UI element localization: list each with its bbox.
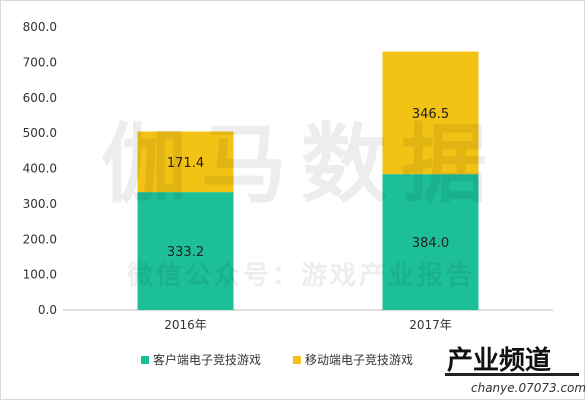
- data-label: 346.5: [412, 107, 449, 122]
- data-label: 384.0: [412, 236, 449, 251]
- watermark: 伽马数据 微信公众号：游戏产业报告: [101, 115, 501, 291]
- bar-segment: [137, 131, 234, 193]
- y-tick-label: 500.0: [23, 126, 57, 140]
- logo-underline: [445, 373, 579, 376]
- axis-layer: 0.0 100.0 200.0 300.0 400.0 500.0 600.0 700.0 80…: [23, 20, 553, 332]
- logo-text: 产业频道: [447, 345, 551, 376]
- y-tick-label: 400.0: [23, 162, 57, 176]
- y-tick-label: 200.0: [23, 232, 57, 246]
- data-label: 333.2: [167, 245, 204, 260]
- legend-swatch: [141, 356, 149, 364]
- y-tick-label: 700.0: [23, 55, 57, 69]
- legend-swatch: [293, 356, 301, 364]
- legend-label: 移动端电子竞技游戏: [305, 353, 413, 367]
- y-tick-label: 0.0: [38, 303, 57, 317]
- x-tick-label: 2016年: [164, 318, 207, 332]
- bar-segment: [137, 192, 234, 310]
- bar-segment: [382, 174, 479, 310]
- y-tick-label: 300.0: [23, 197, 57, 211]
- data-label: 171.4: [167, 156, 204, 171]
- y-tick-label: 100.0: [23, 268, 57, 282]
- site-logo: 产业频道 chanye.07073.com: [445, 345, 585, 395]
- logo-url: chanye.07073.com: [471, 381, 585, 395]
- watermark-sub: 微信公众号：游戏产业报告: [126, 260, 475, 291]
- y-tick-label: 800.0: [23, 20, 57, 34]
- legend-label: 客户端电子竞技游戏: [153, 352, 261, 367]
- watermark-main: 伽马数据: [101, 115, 501, 215]
- x-tick-label: 2017年: [409, 318, 452, 332]
- legend: 客户端电子竞技游戏 移动端电子竞技游戏: [141, 352, 413, 367]
- y-tick-label: 600.0: [23, 91, 57, 105]
- bar-segment: [382, 51, 479, 175]
- bar-layer: 333.2 171.4 384.0 346.5: [137, 51, 479, 310]
